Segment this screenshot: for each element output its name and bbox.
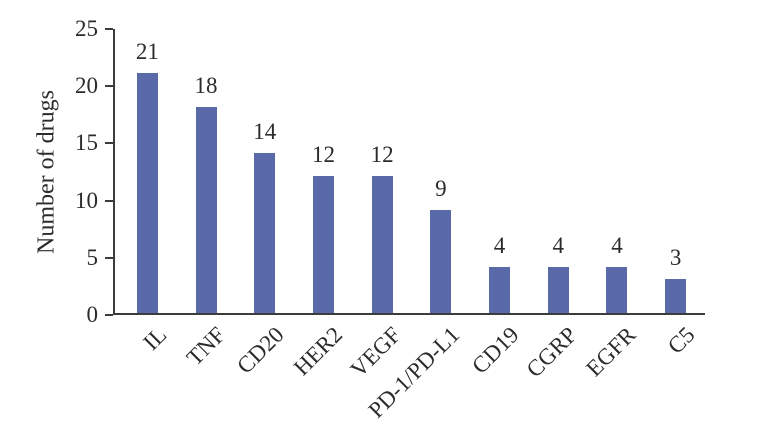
y-tick-mark bbox=[105, 85, 113, 88]
y-tick-label: 10 bbox=[75, 187, 98, 213]
bar-VEGF bbox=[371, 175, 393, 313]
bar-CD19 bbox=[489, 267, 511, 313]
y-tick-mark bbox=[105, 199, 113, 202]
bar-PD-1/PD-L1 bbox=[430, 210, 452, 313]
bar-value-label: 14 bbox=[253, 118, 277, 144]
bar-CD20 bbox=[254, 152, 276, 313]
bar-value-label: 21 bbox=[135, 38, 159, 64]
bar-value-label: 9 bbox=[435, 176, 447, 202]
bar-value-label: 12 bbox=[370, 141, 394, 167]
y-tick-label: 15 bbox=[75, 130, 98, 156]
bar-TNF bbox=[195, 107, 217, 313]
bar-value-label: 4 bbox=[552, 233, 565, 259]
x-tick-label: TNF bbox=[181, 322, 230, 371]
bar-value-label: 3 bbox=[669, 244, 682, 270]
x-tick-label: IL bbox=[137, 322, 172, 356]
bar-C5 bbox=[665, 278, 687, 313]
y-tick-label: 25 bbox=[75, 16, 98, 41]
x-tick-label: EGFR bbox=[581, 322, 641, 382]
bar-value-label: 4 bbox=[493, 233, 506, 259]
x-tick-label: C5 bbox=[662, 322, 700, 359]
bar-value-label: 18 bbox=[194, 73, 218, 99]
bar-HER2 bbox=[312, 175, 334, 313]
x-tick-label: CD19 bbox=[466, 322, 524, 379]
bar-CGRP bbox=[547, 267, 569, 313]
x-tick-label: CD20 bbox=[231, 322, 289, 379]
plot-area bbox=[113, 29, 705, 315]
bar-IL bbox=[136, 72, 158, 313]
y-tick-label: 5 bbox=[86, 244, 99, 270]
y-tick-mark bbox=[105, 256, 113, 259]
x-tick-label: HER2 bbox=[288, 322, 348, 381]
bar-value-label: 4 bbox=[611, 233, 623, 259]
bar-value-label: 12 bbox=[311, 141, 335, 167]
y-tick-mark bbox=[105, 142, 113, 145]
y-tick-mark bbox=[105, 28, 113, 30]
bar-EGFR bbox=[606, 267, 628, 313]
y-axis-title: Number of drugs bbox=[33, 90, 60, 254]
x-tick-label: CGRP bbox=[521, 322, 582, 383]
y-tick-mark bbox=[105, 314, 113, 316]
y-tick-label: 20 bbox=[75, 73, 98, 99]
y-tick-label: 0 bbox=[86, 302, 99, 327]
